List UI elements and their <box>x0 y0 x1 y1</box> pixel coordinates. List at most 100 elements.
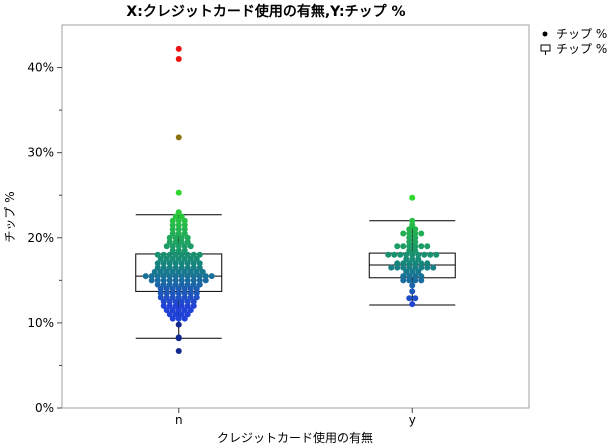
data-point <box>199 268 206 275</box>
data-point <box>412 277 419 284</box>
data-point <box>409 282 416 289</box>
data-point <box>169 256 176 263</box>
data-point <box>190 298 197 305</box>
legend-label: チップ % <box>556 27 607 41</box>
data-point <box>208 273 215 280</box>
data-point <box>166 260 173 267</box>
data-point <box>169 243 176 250</box>
legend-dot-marker <box>542 31 548 37</box>
data-point <box>178 273 185 280</box>
data-point <box>421 251 428 258</box>
data-point <box>412 264 419 271</box>
data-point <box>184 302 191 309</box>
data-point <box>160 260 167 267</box>
data-point <box>169 290 176 297</box>
data-point <box>418 243 425 250</box>
data-point <box>166 311 173 318</box>
data-point <box>160 281 167 288</box>
data-point <box>142 273 149 280</box>
data-point <box>412 226 419 233</box>
data-point <box>400 264 407 271</box>
data-point <box>169 294 176 301</box>
data-point <box>415 251 422 258</box>
data-point <box>202 277 209 284</box>
data-point <box>187 285 194 292</box>
data-point <box>196 273 203 280</box>
data-point <box>181 226 188 233</box>
data-point <box>172 260 179 267</box>
data-point <box>190 264 197 271</box>
y-tick-label: 10% <box>27 316 54 330</box>
x-tick-label: y <box>409 413 416 427</box>
data-point <box>406 239 413 246</box>
data-point <box>190 251 197 258</box>
plot-area <box>61 24 530 409</box>
data-point <box>172 239 179 246</box>
y-tick-label: 20% <box>27 231 54 245</box>
data-point <box>412 243 419 250</box>
data-point <box>406 260 413 267</box>
data-point <box>148 277 155 284</box>
data-point <box>181 222 188 229</box>
data-point <box>178 239 185 246</box>
data-point <box>172 302 179 309</box>
data-point <box>196 277 203 284</box>
data-point <box>412 230 419 237</box>
data-point <box>169 315 176 322</box>
data-point <box>184 273 191 280</box>
data-point <box>202 273 209 280</box>
data-point <box>181 268 188 275</box>
data-point <box>193 290 200 297</box>
data-point <box>406 247 413 254</box>
outlier-point <box>175 189 182 196</box>
data-point <box>178 281 185 288</box>
data-point <box>175 247 182 254</box>
data-point <box>388 264 395 271</box>
data-point <box>409 288 416 295</box>
data-point <box>184 311 191 318</box>
data-point <box>154 273 161 280</box>
data-point <box>172 277 179 284</box>
data-point <box>418 273 425 280</box>
outlier-point <box>175 45 182 52</box>
data-point <box>406 295 413 302</box>
data-point <box>169 222 176 229</box>
x-axis-label: クレジットカード使用の有無 <box>217 430 373 445</box>
data-point <box>190 260 197 267</box>
outlier-point <box>175 56 182 63</box>
data-point <box>175 209 182 216</box>
data-point <box>181 256 188 263</box>
data-point <box>193 256 200 263</box>
data-point <box>181 247 188 254</box>
data-point <box>175 294 182 301</box>
data-point <box>430 264 437 271</box>
outlier-point <box>175 134 182 141</box>
data-point <box>409 217 416 224</box>
outlier-point <box>409 194 416 201</box>
y-tick-label: 30% <box>27 146 54 160</box>
data-point <box>187 290 194 297</box>
data-point <box>394 264 401 271</box>
data-point <box>154 277 161 284</box>
y-tick-label: 40% <box>27 61 54 75</box>
data-point <box>181 290 188 297</box>
data-point <box>397 251 404 258</box>
data-point <box>154 281 161 288</box>
data-point <box>424 264 431 271</box>
data-point <box>412 239 419 246</box>
data-point <box>190 273 197 280</box>
data-point <box>187 243 194 250</box>
data-point <box>166 264 173 271</box>
data-point <box>175 307 182 314</box>
data-point <box>181 294 188 301</box>
x-tick-label: n <box>175 413 183 427</box>
data-point <box>169 247 176 254</box>
data-point <box>184 277 191 284</box>
data-point <box>394 243 401 250</box>
data-point <box>154 264 161 271</box>
data-point <box>412 295 419 302</box>
data-point <box>412 234 419 241</box>
data-point <box>196 260 203 267</box>
data-point <box>406 264 413 271</box>
data-point <box>166 281 173 288</box>
